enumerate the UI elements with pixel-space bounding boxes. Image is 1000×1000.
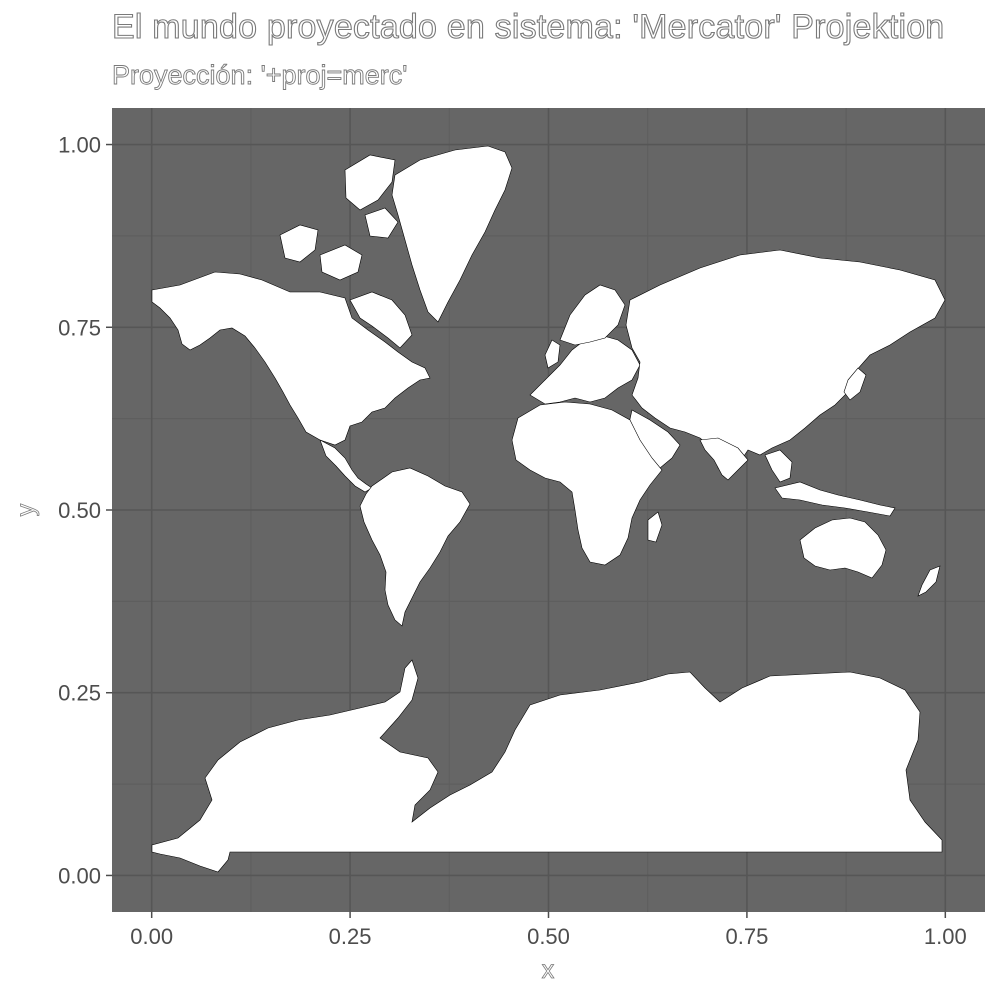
chart-title: El mundo proyectado en sistema: 'Mercato… [111, 7, 945, 46]
chart-subtitle: Proyección: '+proj=merc' [112, 60, 408, 91]
x-tick-label: 1.00 [924, 924, 967, 949]
land-madagascar [647, 511, 663, 543]
land-arctic-islands [279, 154, 399, 281]
y-tick-label: 0.00 [58, 863, 101, 888]
land-japan [843, 367, 867, 401]
y-tick-label: 1.00 [58, 133, 101, 158]
x-tick-label: 0.00 [130, 924, 173, 949]
x-axis-title: x [542, 956, 555, 984]
x-tick-label: 0.75 [725, 924, 768, 949]
x-tick-labels: 0.00 0.25 0.50 0.75 1.00 [130, 912, 967, 949]
land-australia [799, 517, 887, 579]
land-india [699, 437, 749, 481]
y-tick-label: 0.25 [58, 681, 101, 706]
land-layer [151, 145, 946, 873]
x-tick-label: 0.25 [329, 924, 372, 949]
y-tick-labels: 0.00 0.25 0.50 0.75 1.00 [58, 133, 112, 888]
land-antarctica [151, 659, 943, 873]
land-uk [544, 339, 561, 369]
y-tick-label: 0.50 [58, 498, 101, 523]
x-tick-label: 0.50 [527, 924, 570, 949]
y-axis-title: y [12, 503, 40, 516]
land-hudson-east [349, 291, 413, 349]
land-scandinavia [559, 284, 626, 346]
land-new-zealand [917, 565, 941, 597]
land-greenland [391, 145, 513, 323]
land-asia [625, 249, 946, 479]
land-north-america [151, 271, 431, 446]
land-africa [511, 401, 663, 566]
y-tick-label: 0.75 [58, 315, 101, 340]
land-se-asia [764, 449, 896, 517]
land-south-america [359, 467, 471, 627]
